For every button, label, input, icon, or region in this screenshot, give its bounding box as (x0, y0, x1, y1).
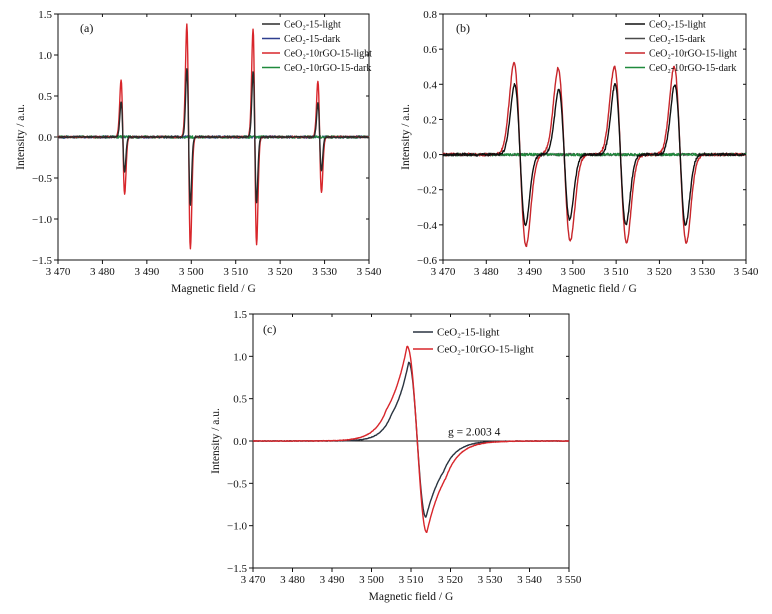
legend-label: CeO₂-10rGO-15-light (437, 344, 534, 356)
y-tick-label: −0.5 (227, 478, 247, 490)
y-tick-label: 0.2 (423, 114, 437, 126)
y-tick-label: −0.4 (417, 220, 437, 232)
y-tick-label: 0.0 (423, 150, 437, 162)
x-tick-label: 3 520 (268, 266, 293, 278)
y-tick-label: −0.6 (417, 255, 437, 267)
x-tick-label: 3 540 (517, 574, 542, 586)
panel-c-chart: 3 470 3 480 3 490 3 500 3 510 3 520 3 530 3 540… (210, 309, 582, 603)
panel-label: (c) (263, 322, 276, 336)
panel-a-chart: 3 470 3 480 3 490 3 500 3 510 3 520 3 530 3 540… (15, 9, 382, 295)
panel-label: (a) (80, 21, 93, 35)
y-axis-label: Intensity / a.u. (210, 408, 222, 474)
y-tick-label: 1.0 (38, 50, 52, 62)
series-line-1 (252, 345, 570, 534)
y-tick-label: 0.0 (38, 132, 52, 144)
x-tick-label: 3 510 (223, 266, 248, 278)
x-tick-label: 3 530 (312, 266, 337, 278)
y-tick-label: 0.0 (233, 436, 247, 448)
y-axis-label: Intensity / a.u. (15, 104, 27, 170)
y-tick-label: −1.0 (32, 214, 52, 226)
x-tick-label: 3 480 (90, 266, 115, 278)
y-tick-label: 1.5 (38, 9, 52, 21)
x-tick-label: 3 550 (557, 574, 582, 586)
x-axis-label: Magnetic field / G (552, 283, 637, 295)
x-tick-label: 3 520 (438, 574, 463, 586)
y-tick-label: −1.5 (32, 255, 52, 267)
y-tick-label: 1.0 (233, 351, 247, 363)
legend-label: CeO₂-10rGO-15-light (284, 49, 372, 60)
x-tick-label: 3 500 (179, 266, 204, 278)
legend-label: CeO₂-15-light (649, 20, 706, 31)
series-line-0 (442, 82, 747, 227)
x-tick-label: 3 510 (399, 574, 424, 586)
x-tick-label: 3 490 (134, 266, 159, 278)
y-tick-label: 0.5 (233, 394, 247, 406)
x-tick-label: 3 470 (46, 266, 71, 278)
series-line-0 (252, 361, 570, 518)
y-tick-label: 0.4 (423, 79, 437, 91)
legend-label: CeO₂-15-light (437, 327, 500, 339)
x-tick-label: 3 530 (478, 574, 503, 586)
x-tick-label: 3 470 (431, 266, 456, 278)
g-value-annotation: g = 2.003 4 (448, 427, 501, 439)
x-tick-label: 3 540 (357, 266, 382, 278)
panel-label: (b) (456, 21, 470, 35)
x-tick-label: 3 520 (647, 266, 672, 278)
x-tick-label: 3 480 (474, 266, 499, 278)
x-tick-label: 3 510 (604, 266, 629, 278)
x-tick-label: 3 480 (280, 574, 305, 586)
series-line-0 (57, 68, 370, 206)
y-tick-label: −1.5 (227, 563, 247, 575)
legend-label: CeO₂-10rGO-15-dark (284, 63, 371, 74)
plot-frame (442, 13, 747, 261)
x-tick-label: 3 540 (734, 266, 759, 278)
y-tick-label: 1.5 (233, 309, 247, 321)
x-tick-label: 3 470 (241, 574, 266, 586)
x-tick-label: 3 490 (320, 574, 345, 586)
x-tick-label: 3 500 (359, 574, 384, 586)
y-tick-label: −1.0 (227, 521, 247, 533)
x-tick-label: 3 490 (517, 266, 542, 278)
y-tick-label: −0.2 (417, 185, 437, 197)
panel-b-chart: 3 470 3 480 3 490 3 500 3 510 3 520 3 530 3 540… (400, 9, 759, 295)
y-tick-label: 0.6 (423, 44, 437, 56)
x-tick-label: 3 530 (690, 266, 715, 278)
legend-label: CeO₂-15-light (284, 20, 341, 31)
legend-label: CeO₂-10rGO-15-dark (649, 63, 736, 74)
y-axis-label: Intensity / a.u. (400, 104, 412, 170)
legend-label: CeO₂-10rGO-15-light (649, 49, 737, 60)
legend-label: CeO₂-15-dark (649, 34, 705, 45)
x-axis-label: Magnetic field / G (369, 591, 454, 603)
x-axis-label: Magnetic field / G (171, 283, 256, 295)
y-tick-label: 0.8 (423, 9, 437, 21)
x-tick-label: 3 500 (560, 266, 585, 278)
y-tick-label: 0.5 (38, 91, 52, 103)
legend-label: CeO₂-15-dark (284, 34, 340, 45)
y-tick-label: −0.5 (32, 173, 52, 185)
